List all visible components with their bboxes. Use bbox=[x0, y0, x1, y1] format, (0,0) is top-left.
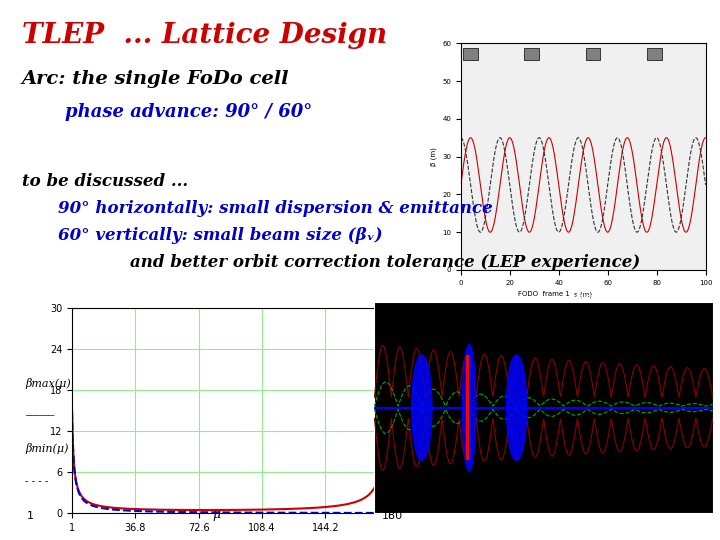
Ellipse shape bbox=[412, 355, 432, 460]
Text: βmax(μ): βmax(μ) bbox=[25, 378, 71, 389]
Text: Arc: the single FoDo cell: Arc: the single FoDo cell bbox=[22, 70, 289, 88]
Ellipse shape bbox=[506, 355, 527, 460]
Text: 180: 180 bbox=[382, 511, 402, 521]
FancyBboxPatch shape bbox=[647, 48, 662, 60]
X-axis label: s/m: s/m bbox=[535, 537, 552, 540]
Text: phase advance: 90° / 60°: phase advance: 90° / 60° bbox=[65, 103, 312, 120]
Y-axis label: s/mm: s/mm bbox=[330, 394, 341, 421]
Text: FODO  frame 1: FODO frame 1 bbox=[518, 291, 570, 297]
Text: βmin(μ): βmin(μ) bbox=[25, 443, 68, 454]
Bar bbox=[466, 355, 469, 460]
Text: and better orbit correction tolerance (LEP experience): and better orbit correction tolerance (L… bbox=[130, 254, 640, 271]
X-axis label: s (m): s (m) bbox=[574, 291, 593, 298]
Text: μ: μ bbox=[212, 508, 220, 521]
FancyBboxPatch shape bbox=[524, 48, 539, 60]
Text: TLEP  ... Lattice Design: TLEP ... Lattice Design bbox=[22, 22, 387, 49]
Y-axis label: β (m): β (m) bbox=[430, 147, 436, 166]
X-axis label: μ: μ bbox=[226, 538, 235, 540]
Text: 90° horizontally: small dispersion & emittance: 90° horizontally: small dispersion & emi… bbox=[58, 200, 492, 217]
Ellipse shape bbox=[462, 345, 476, 471]
Text: ─────: ───── bbox=[25, 411, 55, 421]
Text: 1: 1 bbox=[27, 511, 34, 521]
Text: to be discussed ...: to be discussed ... bbox=[22, 173, 188, 190]
Text: - - - -: - - - - bbox=[25, 476, 48, 485]
FancyBboxPatch shape bbox=[585, 48, 600, 60]
FancyBboxPatch shape bbox=[463, 48, 478, 60]
Title: Teicherhaltian arc Envelope: Teicherhaltian arc Envelope bbox=[485, 293, 602, 302]
Text: 60° vertically: small beam size (βᵥ): 60° vertically: small beam size (βᵥ) bbox=[58, 227, 382, 244]
